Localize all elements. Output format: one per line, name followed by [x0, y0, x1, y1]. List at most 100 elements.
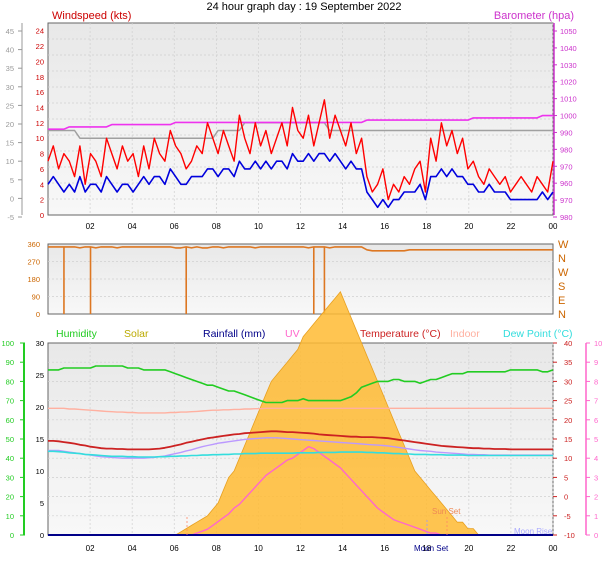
temperature-tick-label: 20 [564, 416, 572, 425]
windspeed-tick-label: 4 [40, 180, 44, 189]
temperature-legend: Humidity Solar Rainfall (mm) UV Temperature … [56, 328, 573, 340]
barometer-tick-label: 1000 [560, 112, 577, 121]
direction-tick-label: 180 [27, 275, 40, 284]
x-tick-label: 12 [296, 222, 305, 231]
temperature-tick-label: 10 [564, 454, 572, 463]
windspeed-tick-label: 22 [36, 42, 44, 51]
humidity-tick-label: 40 [6, 454, 14, 463]
barometer-axis: 980 970 960 970 980 990 1000 1010 1020 1030 1040 10… [553, 23, 577, 222]
temperature-tick-label: 35 [564, 358, 572, 367]
humidity-tick-label: 50 [6, 435, 14, 444]
x-tick-label: 18 [422, 544, 431, 553]
windspeed-tick-label: 10 [36, 134, 44, 143]
x-tick-label: 02 [86, 544, 95, 553]
windspeed-tick-label: 12 [36, 119, 44, 128]
x-tick-label: 14 [338, 544, 347, 553]
solar-tick-label: 5 [40, 499, 44, 508]
barometer-tick-label: 1010 [560, 95, 577, 104]
barometer-tick-label: 1030 [560, 61, 577, 70]
windspeed-title: Windspeed (kts) [52, 10, 131, 22]
barometer-tick-label: 980 [560, 145, 573, 154]
windspeed-line [47, 99, 554, 201]
windspeed-tick-label: 24 [36, 27, 44, 36]
apparent-line [48, 437, 553, 459]
uv-tick-label: 7 [594, 397, 598, 406]
uv-tick-label: 1 [594, 512, 598, 521]
temperature-panel: Humidity Solar Rainfall (mm) UV Temperature … [1, 291, 602, 553]
outer-wind-tick-label: 0 [10, 194, 14, 203]
solar-tick-label: 25 [36, 371, 44, 380]
x-tick-label: 08 [212, 222, 221, 231]
uv-tick-label: 5 [594, 435, 598, 444]
outer-wind-tick-label: -5 [7, 213, 14, 222]
windspeed-tick-label: 8 [40, 150, 44, 159]
x-tick-label: 02 [86, 222, 95, 231]
direction-tick-label: 270 [27, 258, 40, 267]
barometer-tick-label: 960 [560, 179, 573, 188]
wind-panel: Windspeed (kts) Barometer (hpa) 02468101… [6, 10, 577, 231]
x-tick-label: 20 [464, 544, 473, 553]
wind-series [47, 99, 554, 209]
barometer-tick-label: 1040 [560, 44, 577, 53]
solar-tick-label: 30 [36, 339, 44, 348]
outer-wind-tick-label: 30 [6, 83, 14, 92]
outer-wind-tick-label: 35 [6, 64, 14, 73]
windspeed-tick-label: 6 [40, 165, 44, 174]
solar-tick-label: 0 [40, 531, 44, 540]
barometer-tick-label: 990 [560, 128, 573, 137]
compass-label: W [558, 239, 569, 251]
humidity-tick-label: 30 [6, 473, 14, 482]
barometer-tick-label: 980 [560, 213, 573, 222]
solar-tick-label: 10 [36, 467, 44, 476]
x-tick-label: 06 [170, 222, 179, 231]
barometer-tick-label: 1020 [560, 78, 577, 87]
humidity-tick-label: 70 [6, 397, 14, 406]
indoor-line [48, 407, 553, 414]
direction-tick-label: 90 [32, 293, 40, 302]
compass-label: N [558, 253, 566, 265]
x-tick-label: 10 [254, 544, 263, 553]
legend-entry: Solar [124, 328, 149, 340]
humidity-tick-label: 0 [10, 531, 14, 540]
x-tick-label: 16 [380, 222, 389, 231]
x-tick-label: 12 [296, 544, 305, 553]
solar-tick-label: 20 [36, 403, 44, 412]
moonrise-label: Moon Rise [514, 527, 553, 536]
compass-label: W [558, 267, 569, 279]
x-tick-label: 14 [338, 222, 347, 231]
barometer-tick-label: 970 [560, 162, 573, 171]
uv-axis: 0 1 2 3 4 5 6 7 8 9 10 [585, 339, 602, 540]
barometer-line [48, 114, 553, 130]
legend-entry: Temperature (°C) [360, 328, 441, 340]
outer-wind-tick-label: 10 [6, 157, 14, 166]
x-tick-label: 22 [506, 544, 515, 553]
direction-series [48, 246, 553, 314]
compass-label: E [558, 295, 565, 307]
barometer-tick-label: 970 [560, 196, 573, 205]
windspeed-tick-label: 2 [40, 196, 44, 205]
barometer-title: Barometer (hpa) [494, 10, 574, 22]
wind-average-line [47, 152, 554, 209]
legend-entry: Dew Point (°C) [503, 328, 573, 340]
legend-entry: Humidity [56, 328, 98, 340]
outer-wind-tick-label: 15 [6, 139, 14, 148]
solar-axis: 0 5 10 15 20 25 30 [36, 339, 44, 540]
humidity-tick-label: 60 [6, 416, 14, 425]
direction-tick-label: 0 [36, 310, 40, 319]
uv-tick-label: 4 [594, 454, 598, 463]
page-title: 24 hour graph day : 19 September 2022 [206, 1, 401, 13]
temperature-tick-label: 25 [564, 397, 572, 406]
temperature-tick-label: 5 [564, 473, 568, 482]
humidity-tick-label: 10 [6, 512, 14, 521]
outer-wind-tick-label: 45 [6, 27, 14, 36]
direction-grid [48, 261, 553, 297]
x-tick-label: 16 [380, 544, 389, 553]
x-tick-label: 22 [506, 222, 515, 231]
humidity-tick-label: 80 [6, 377, 14, 386]
humidity-tick-label: 90 [6, 358, 14, 367]
temperature-tick-label: 0 [564, 493, 568, 502]
outer-wind-tick-label: 20 [6, 120, 14, 129]
